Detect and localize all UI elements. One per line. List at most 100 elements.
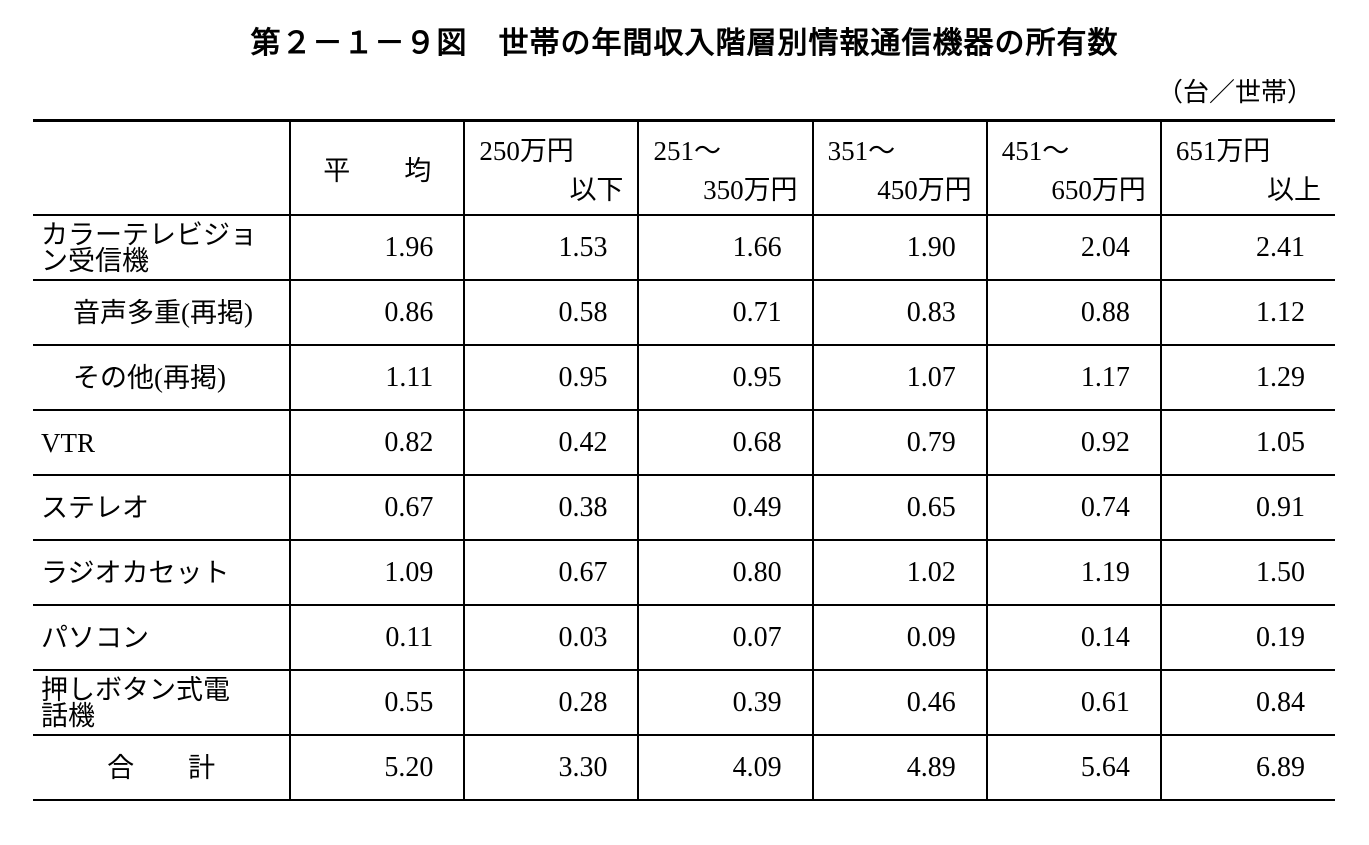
column-header: 351～ 450万円 bbox=[811, 119, 987, 216]
value-cell: 0.67 bbox=[289, 475, 465, 541]
column-header: 651万円 以上 bbox=[1159, 119, 1335, 216]
value-cell: 0.83 bbox=[811, 280, 987, 346]
value-cell: 1.66 bbox=[637, 215, 813, 281]
value-cell: 0.82 bbox=[289, 410, 465, 476]
value-cell: 1.02 bbox=[811, 540, 987, 606]
table-row: 合 計 5.20 3.30 4.09 4.89 5.64 6.89 bbox=[33, 735, 1335, 801]
title: 第２－１－９図 世帯の年間収入階層別情報通信機器の所有数 bbox=[250, 26, 1119, 61]
value-cell: 1.50 bbox=[1159, 540, 1335, 606]
value-cell: 0.79 bbox=[811, 410, 987, 476]
value-cell: 0.03 bbox=[463, 605, 639, 671]
value-cell: 0.86 bbox=[289, 280, 465, 346]
table-row: ステレオ 0.67 0.38 0.49 0.65 0.74 0.91 bbox=[33, 475, 1335, 541]
table-row: ラジオカセット 1.09 0.67 0.80 1.02 1.19 1.50 bbox=[33, 540, 1335, 606]
label-line: パソコン bbox=[41, 622, 149, 653]
value-cell: 0.84 bbox=[1159, 670, 1335, 736]
value-cell: 1.07 bbox=[811, 345, 987, 411]
value-cell: 0.92 bbox=[985, 410, 1161, 476]
header-line: 250万円 bbox=[479, 136, 574, 166]
value-cell: 0.74 bbox=[985, 475, 1161, 541]
value-cell: 1.29 bbox=[1159, 345, 1335, 411]
label-line: 合 計 bbox=[107, 752, 216, 783]
value-cell: 1.12 bbox=[1159, 280, 1335, 346]
header-row: 平 均 250万円以下 251～ 350万円 351～ 450万円 451～ 650万円 651… bbox=[33, 119, 1335, 216]
data-table: 平 均 250万円以下 251～ 350万円 351～ 450万円 451～ 650万円 651… bbox=[33, 119, 1335, 801]
label-line: その他(再掲) bbox=[73, 362, 226, 393]
table-row: カラーテレビジョ ン受信機 1.96 1.53 1.66 1.90 2.04 2.41 bbox=[33, 215, 1335, 281]
row-label: ラジオカセット bbox=[33, 540, 291, 606]
value-cell: 1.05 bbox=[1159, 410, 1335, 476]
value-cell: 0.38 bbox=[463, 475, 639, 541]
label-line: VTR bbox=[41, 427, 95, 458]
value-cell: 0.65 bbox=[811, 475, 987, 541]
value-cell: 0.88 bbox=[985, 280, 1161, 346]
row-label: ステレオ bbox=[33, 475, 291, 541]
label-line: 音声多重(再掲) bbox=[73, 297, 253, 328]
row-label: 合 計 bbox=[33, 735, 291, 801]
value-cell: 4.09 bbox=[637, 735, 813, 801]
row-label: 押しボタン式電 話機 bbox=[33, 670, 291, 736]
value-cell: 0.80 bbox=[637, 540, 813, 606]
label-line: カラーテレビジョ bbox=[41, 219, 257, 250]
value-cell: 0.67 bbox=[463, 540, 639, 606]
value-cell: 5.20 bbox=[289, 735, 465, 801]
value-cell: 0.07 bbox=[637, 605, 813, 671]
value-cell: 0.95 bbox=[637, 345, 813, 411]
value-cell: 1.09 bbox=[289, 540, 465, 606]
value-cell: 1.53 bbox=[463, 215, 639, 281]
column-header: 451～ 650万円 bbox=[985, 119, 1161, 216]
value-cell: 6.89 bbox=[1159, 735, 1335, 801]
value-cell: 0.61 bbox=[985, 670, 1161, 736]
header-line: 以下 bbox=[569, 175, 624, 205]
value-cell: 1.11 bbox=[289, 345, 465, 411]
unit-note: （台／世帯） bbox=[1156, 78, 1313, 107]
header-line: 251～ bbox=[653, 136, 721, 166]
value-cell: 0.58 bbox=[463, 280, 639, 346]
row-label: 音声多重(再掲) bbox=[33, 280, 291, 346]
table-body: カラーテレビジョ ン受信機 1.96 1.53 1.66 1.90 2.04 2.41 音声多重… bbox=[33, 215, 1335, 801]
value-cell: 3.30 bbox=[463, 735, 639, 801]
header-line: 450万円 bbox=[877, 175, 972, 205]
table-row: その他(再掲) 1.11 0.95 0.95 1.07 1.17 1.29 bbox=[33, 345, 1335, 411]
value-cell: 0.28 bbox=[463, 670, 639, 736]
header-line: 平 均 bbox=[323, 155, 432, 186]
column-header: 251～ 350万円 bbox=[637, 119, 813, 216]
value-cell: 2.41 bbox=[1159, 215, 1335, 281]
value-cell: 0.68 bbox=[637, 410, 813, 476]
label-line: ラジオカセット bbox=[41, 557, 230, 588]
row-label: VTR bbox=[33, 410, 291, 476]
value-cell: 0.71 bbox=[637, 280, 813, 346]
header-line: 350万円 bbox=[703, 175, 798, 205]
value-cell: 1.96 bbox=[289, 215, 465, 281]
value-cell: 5.64 bbox=[985, 735, 1161, 801]
table-row: 押しボタン式電 話機 0.55 0.28 0.39 0.46 0.61 0.84 bbox=[33, 670, 1335, 736]
value-cell: 0.14 bbox=[985, 605, 1161, 671]
label-line: 押しボタン式電 bbox=[41, 674, 230, 705]
row-label: カラーテレビジョ ン受信機 bbox=[33, 215, 291, 281]
row-label: パソコン bbox=[33, 605, 291, 671]
corner-cell bbox=[33, 119, 291, 216]
value-cell: 0.46 bbox=[811, 670, 987, 736]
value-cell: 0.11 bbox=[289, 605, 465, 671]
value-cell: 0.95 bbox=[463, 345, 639, 411]
column-header: 平 均 bbox=[289, 119, 465, 216]
value-cell: 0.39 bbox=[637, 670, 813, 736]
value-cell: 0.55 bbox=[289, 670, 465, 736]
header-line: 650万円 bbox=[1051, 175, 1146, 205]
header-line: 351～ bbox=[827, 136, 896, 166]
value-cell: 0.91 bbox=[1159, 475, 1335, 541]
header-line: 651万円 bbox=[1175, 136, 1271, 166]
value-cell: 0.19 bbox=[1159, 605, 1335, 671]
column-header: 250万円以下 bbox=[463, 119, 639, 216]
value-cell: 0.09 bbox=[811, 605, 987, 671]
row-label: その他(再掲) bbox=[33, 345, 291, 411]
value-cell: 2.04 bbox=[985, 215, 1161, 281]
table-row: パソコン 0.11 0.03 0.07 0.09 0.14 0.19 bbox=[33, 605, 1335, 671]
value-cell: 1.90 bbox=[811, 215, 987, 281]
value-cell: 1.17 bbox=[985, 345, 1161, 411]
label-line: 話機 bbox=[41, 700, 95, 731]
header-line: 451～ bbox=[1001, 136, 1070, 166]
value-cell: 4.89 bbox=[811, 735, 987, 801]
